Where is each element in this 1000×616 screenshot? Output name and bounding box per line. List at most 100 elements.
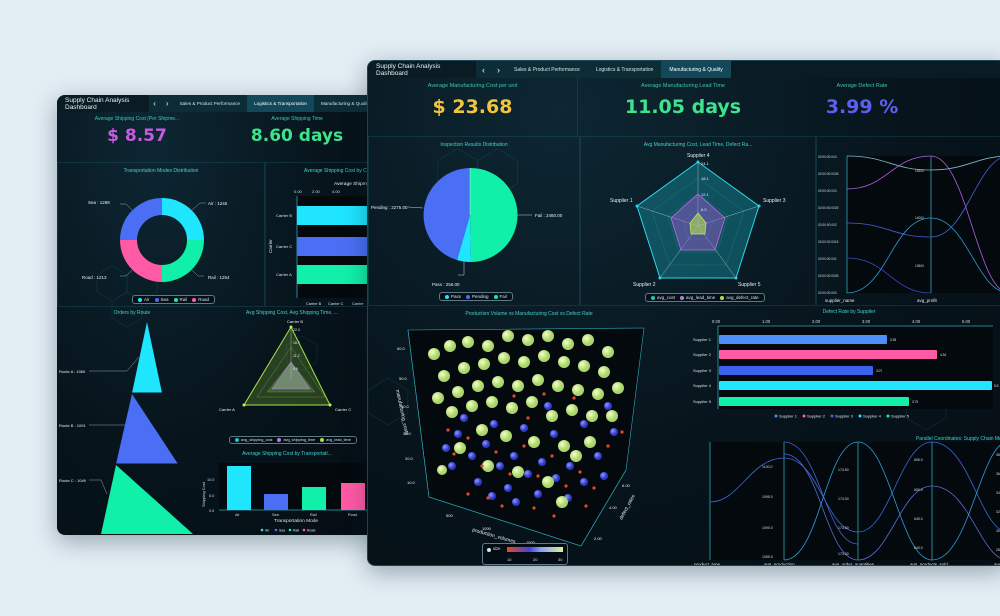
chevron-right-icon[interactable]: › [497,64,500,75]
svg-text:Shipping Cost: Shipping Cost [201,481,206,507]
kpi-avg-lead-time: Average Manufacturing Lead Time 11.05 da… [578,78,788,136]
svg-text:3000: 3000 [996,529,1000,533]
legend-item-air[interactable]: Air [138,297,150,302]
svg-text:22.3: 22.3 [293,328,300,332]
svg-text:Route C : 1049: Route C : 1049 [59,478,87,483]
svg-text:30.0: 30.0 [403,431,412,436]
legend-item-avg-shipping-time[interactable]: avg_shipping_time [277,438,315,442]
carrier-shipping-cost-panel: Average Shipping Cost by C... Average Sh… [265,162,377,307]
chevron-right-icon[interactable]: › [165,99,169,108]
donut-legend[interactable]: Air Sea Rail Road [132,295,216,304]
front-tab-manufacturing[interactable]: Manufacturing & Quality [661,61,731,78]
back-app-title: Supply Chain Analysis Dashboard [57,95,150,112]
size-colorbar-legend[interactable]: size 10 20 30 [482,543,568,565]
front-tab-logistics[interactable]: Logistics & Transportation [587,61,662,78]
back-tab-manufacturing[interactable]: Manufacturing & Quality [313,95,377,112]
chart-title: Production Volume vs Manufacturing Cost … [465,311,593,317]
legend-item-pass[interactable]: Pass [445,294,461,299]
svg-text:avg_products_sold: avg_products_sold [910,562,948,566]
front-dashboard-window: Supply Chain Analysis Dashboard ‹ › Sale… [367,60,1000,566]
back-tab-logistics[interactable]: Logistics & Transportation [247,95,314,112]
svg-text:5.00: 5.00 [962,319,971,324]
svg-text:defect_rates: defect_rates [618,493,636,521]
svg-text:3.07: 3.07 [876,369,882,373]
kpi-value: $ 23.68 [432,96,513,118]
svg-text:173.50: 173.50 [838,526,849,530]
svg-text:3600: 3600 [996,472,1000,476]
donut-label-rail: Rail : 1254 [208,275,230,280]
legend-item-fail[interactable]: Fail [493,294,507,299]
svg-text:1500: 1500 [526,540,536,545]
svg-text:5.6: 5.6 [293,367,298,371]
svg-text:2.00: 2.00 [812,319,821,324]
legend-item-avg-defect-rate[interactable]: avg_defect_rate [720,295,759,300]
scatter3d-chart[interactable]: 60.0 50.0 40.0 30.0 20.0 10.0 500 1000 1… [368,306,690,566]
svg-text:Road: Road [307,529,315,533]
svg-text:Supplier 2: Supplier 2 [693,352,712,357]
svg-text:Supplier 1: Supplier 1 [610,198,633,204]
svg-text:avg: avg [994,562,1000,566]
svg-text:Route B : 1091: Route B : 1091 [59,423,86,428]
svg-text:Carrier B: Carrier B [287,319,303,324]
funnel-chart: Route A : 1060 Route B : 1091 Route C : … [59,322,193,534]
legend-item-avg-shipping-cost[interactable]: avg_shipping_cost [235,438,272,442]
legend-item-pending[interactable]: Pending [466,294,489,299]
svg-text:Fail : 2460.00: Fail : 2460.00 [535,213,563,218]
svg-text:3.00: 3.00 [862,319,871,324]
svg-text:0.00: 0.00 [294,189,303,194]
svg-text:174.50: 174.50 [838,468,849,472]
chevron-left-icon[interactable]: ‹ [153,99,156,108]
legend-item-avg-cost[interactable]: avg_cost [651,295,675,300]
svg-text:Supplier 4: Supplier 4 [693,383,712,388]
svg-text:Supplier 3: Supplier 3 [835,414,854,419]
supplier-radar-legend[interactable]: avg_cost avg_lead_time avg_defect_rate [645,293,765,302]
kpi-label: Average Manufacturing Lead Time [641,83,725,89]
svg-text:Supplier 1: Supplier 1 [779,414,798,419]
svg-text:60.0: 60.0 [397,346,406,351]
chart-title: Average Shipping Cost by C... [304,168,371,174]
svg-text:Supplier 3: Supplier 3 [693,368,712,373]
chart-title: Transportation Modes Distribution [123,168,199,174]
legend-item-avg-lead-time[interactable]: avg_lead_time [680,295,715,300]
svg-text:Average Shipment: Average Shipment [334,181,374,187]
chart-title: Inspection Results Distribution [440,142,508,148]
svg-text:3.35: 3.35 [890,338,896,342]
svg-text:Supplier 5: Supplier 5 [738,282,761,288]
svg-text:2.00: 2.00 [312,189,321,194]
scatter3d-panel: Production Volume vs Manufacturing Cost … [368,306,690,566]
svg-text:4.00: 4.00 [609,505,618,510]
svg-text:02:00:00.001: 02:00:00.001 [818,257,837,261]
svg-text:Pass : 256.00: Pass : 256.00 [432,282,460,287]
svg-text:Carrier C: Carrier C [328,302,344,306]
svg-text:4.00: 4.00 [912,319,921,324]
svg-text:20.0: 20.0 [405,456,414,461]
svg-text:16.7: 16.7 [293,341,300,345]
svg-text:655.0: 655.0 [914,458,923,462]
svg-text:Rail: Rail [293,529,299,533]
kpi-avg-defect-rate: Average Defect Rate 3.99 % [768,78,956,136]
chevron-left-icon[interactable]: ‹ [482,64,485,75]
carrier-radar-legend[interactable]: avg_shipping_cost avg_shipping_time avg_… [229,436,357,444]
chart-title: Avg Manufacturing Cost, Lead Time, Defec… [643,142,753,148]
kpi-label: Average Manufacturing Cost per unit [427,83,518,89]
back-dashboard-window: Supply Chain Analysis Dashboard ‹ › Sale… [57,95,377,535]
legend-item-road[interactable]: Road [192,297,209,302]
front-title-bar: Supply Chain Analysis Dashboard ‹ › Sale… [368,61,1000,78]
legend-item-rail[interactable]: Rail [173,297,187,302]
svg-text:2.00: 2.00 [594,536,603,541]
legend-item-sea[interactable]: Sea [154,297,169,302]
back-tab-sales[interactable]: Sales & Product Performance [172,95,248,112]
defect-bar-chart: 0.00 1.00 2.00 3.00 4.00 5.00 Supplier 1… [693,319,999,419]
legend-item-avg-lead-time[interactable]: avg_lead_time [320,438,351,442]
svg-text:Supplier 4: Supplier 4 [687,153,710,159]
svg-text:Supplier 2: Supplier 2 [633,282,656,288]
inspection-pie-legend[interactable]: Pass Pending Fail [439,292,513,301]
svg-text:Carrier C: Carrier C [335,407,351,412]
svg-text:1100.0: 1100.0 [762,465,772,469]
supplier-radar-chart: Supplier 4 Supplier 3 Supplier 5 Supplie… [610,153,786,288]
svg-text:12.1: 12.1 [701,192,710,197]
kpi-value: 11.05 days [624,96,742,118]
inspection-results-pie-panel: Inspection Results Distribution Fail : 2… [368,136,580,306]
front-tab-sales[interactable]: Sales & Product Performance [506,61,588,78]
svg-text:02:00:00.0035: 02:00:00.0035 [818,172,839,176]
